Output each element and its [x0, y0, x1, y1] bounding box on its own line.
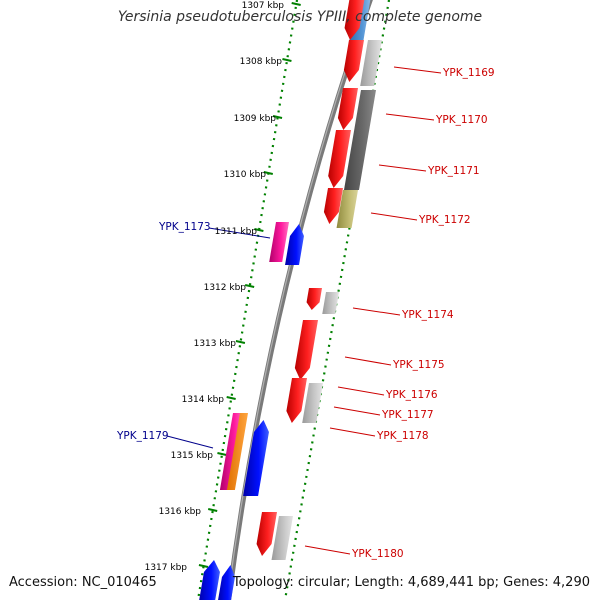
- gene-blue: [285, 224, 304, 265]
- gene-orange: [226, 413, 248, 490]
- leader-line: [166, 435, 214, 449]
- gene-blue: [199, 560, 220, 600]
- gene-label[interactable]: YPK_1180: [351, 548, 404, 560]
- gene-dark-grey: [344, 90, 376, 190]
- leader-line: [329, 427, 376, 437]
- major-tick: [198, 564, 209, 568]
- gene-label[interactable]: YPK_1178: [376, 430, 429, 442]
- tick-tracks: [196, 0, 391, 600]
- gene-red: [337, 88, 358, 130]
- leader-line: [304, 545, 351, 555]
- leader-line: [378, 164, 427, 172]
- gene-grey: [271, 516, 293, 560]
- major-tick: [244, 284, 255, 288]
- gene-grey: [322, 292, 339, 314]
- label-leader-lines: [166, 66, 442, 555]
- gene-red: [256, 512, 277, 556]
- gene-labels-right: YPK_1169 YPK_1170 YPK_1171 YPK_1172 YPK_…: [351, 67, 495, 560]
- gene-red: [286, 378, 307, 423]
- leader-line: [385, 113, 435, 121]
- leader-line: [333, 406, 381, 416]
- gene-red: [344, 0, 365, 40]
- gene-label[interactable]: YPK_1179: [116, 430, 169, 442]
- leader-line: [208, 227, 271, 239]
- gene-label[interactable]: YPK_1173: [158, 221, 211, 233]
- gene-label[interactable]: YPK_1177: [381, 409, 434, 421]
- gene-label[interactable]: YPK_1175: [392, 359, 445, 371]
- tick-label: 1313 kbp: [194, 339, 237, 349]
- gene-features: [199, 0, 382, 600]
- kbp-tick-labels: 1307 kbp 1308 kbp 1309 kbp 1310 kbp 1311…: [145, 1, 285, 573]
- genome-backbone: [226, 0, 373, 600]
- major-tick: [254, 228, 264, 232]
- major-tick: [217, 452, 227, 456]
- gene-red: [323, 188, 343, 224]
- tick-label: 1310 kbp: [224, 170, 267, 180]
- gene-label[interactable]: YPK_1172: [418, 214, 471, 226]
- tick-label: 1309 kbp: [234, 114, 277, 124]
- gene-blue: [243, 420, 269, 496]
- major-tick: [207, 508, 218, 512]
- tick-label: 1314 kbp: [182, 395, 225, 405]
- leader-line: [344, 356, 392, 366]
- gene-label[interactable]: YPK_1170: [435, 114, 488, 126]
- topology-text: Topology: circular; Length: 4,689,441 bp…: [232, 575, 590, 590]
- gene-label[interactable]: YPK_1171: [427, 165, 480, 177]
- gene-red: [328, 130, 351, 188]
- accession-text: Accession: NC_010465: [9, 575, 157, 590]
- gene-olive: [336, 190, 358, 228]
- gene-label[interactable]: YPK_1169: [442, 67, 495, 79]
- gene-grey: [360, 40, 382, 86]
- gene-red: [343, 40, 364, 82]
- tick-label: 1308 kbp: [240, 57, 283, 67]
- leader-line: [352, 307, 401, 316]
- gene-red: [294, 320, 318, 380]
- gene-red: [306, 288, 322, 310]
- genome-title: Yersinia pseudotuberculosis YPIII, compl…: [117, 9, 483, 25]
- gene-labels-left: YPK_1173 YPK_1179: [116, 221, 211, 442]
- gene-blue: [218, 565, 235, 600]
- tick-label: 1317 kbp: [145, 563, 188, 573]
- major-tick: [272, 115, 283, 119]
- leader-line: [370, 212, 418, 221]
- tick-label: 1316 kbp: [159, 507, 202, 517]
- gene-label[interactable]: YPK_1174: [401, 309, 454, 321]
- major-tick: [291, 2, 301, 6]
- major-tick: [263, 171, 274, 175]
- major-tick: [226, 396, 236, 400]
- major-tick: [235, 340, 246, 344]
- gene-grey: [302, 383, 323, 423]
- tick-label: 1312 kbp: [204, 283, 247, 293]
- gene-label[interactable]: YPK_1176: [385, 389, 438, 401]
- major-tick: [282, 58, 292, 62]
- tick-label: 1311 kbp: [215, 227, 258, 237]
- tick-label: 1307 kbp: [242, 1, 285, 11]
- tick-label: 1315 kbp: [171, 451, 214, 461]
- leader-line: [337, 386, 385, 396]
- gene-magenta: [269, 222, 289, 262]
- leader-line: [393, 66, 442, 74]
